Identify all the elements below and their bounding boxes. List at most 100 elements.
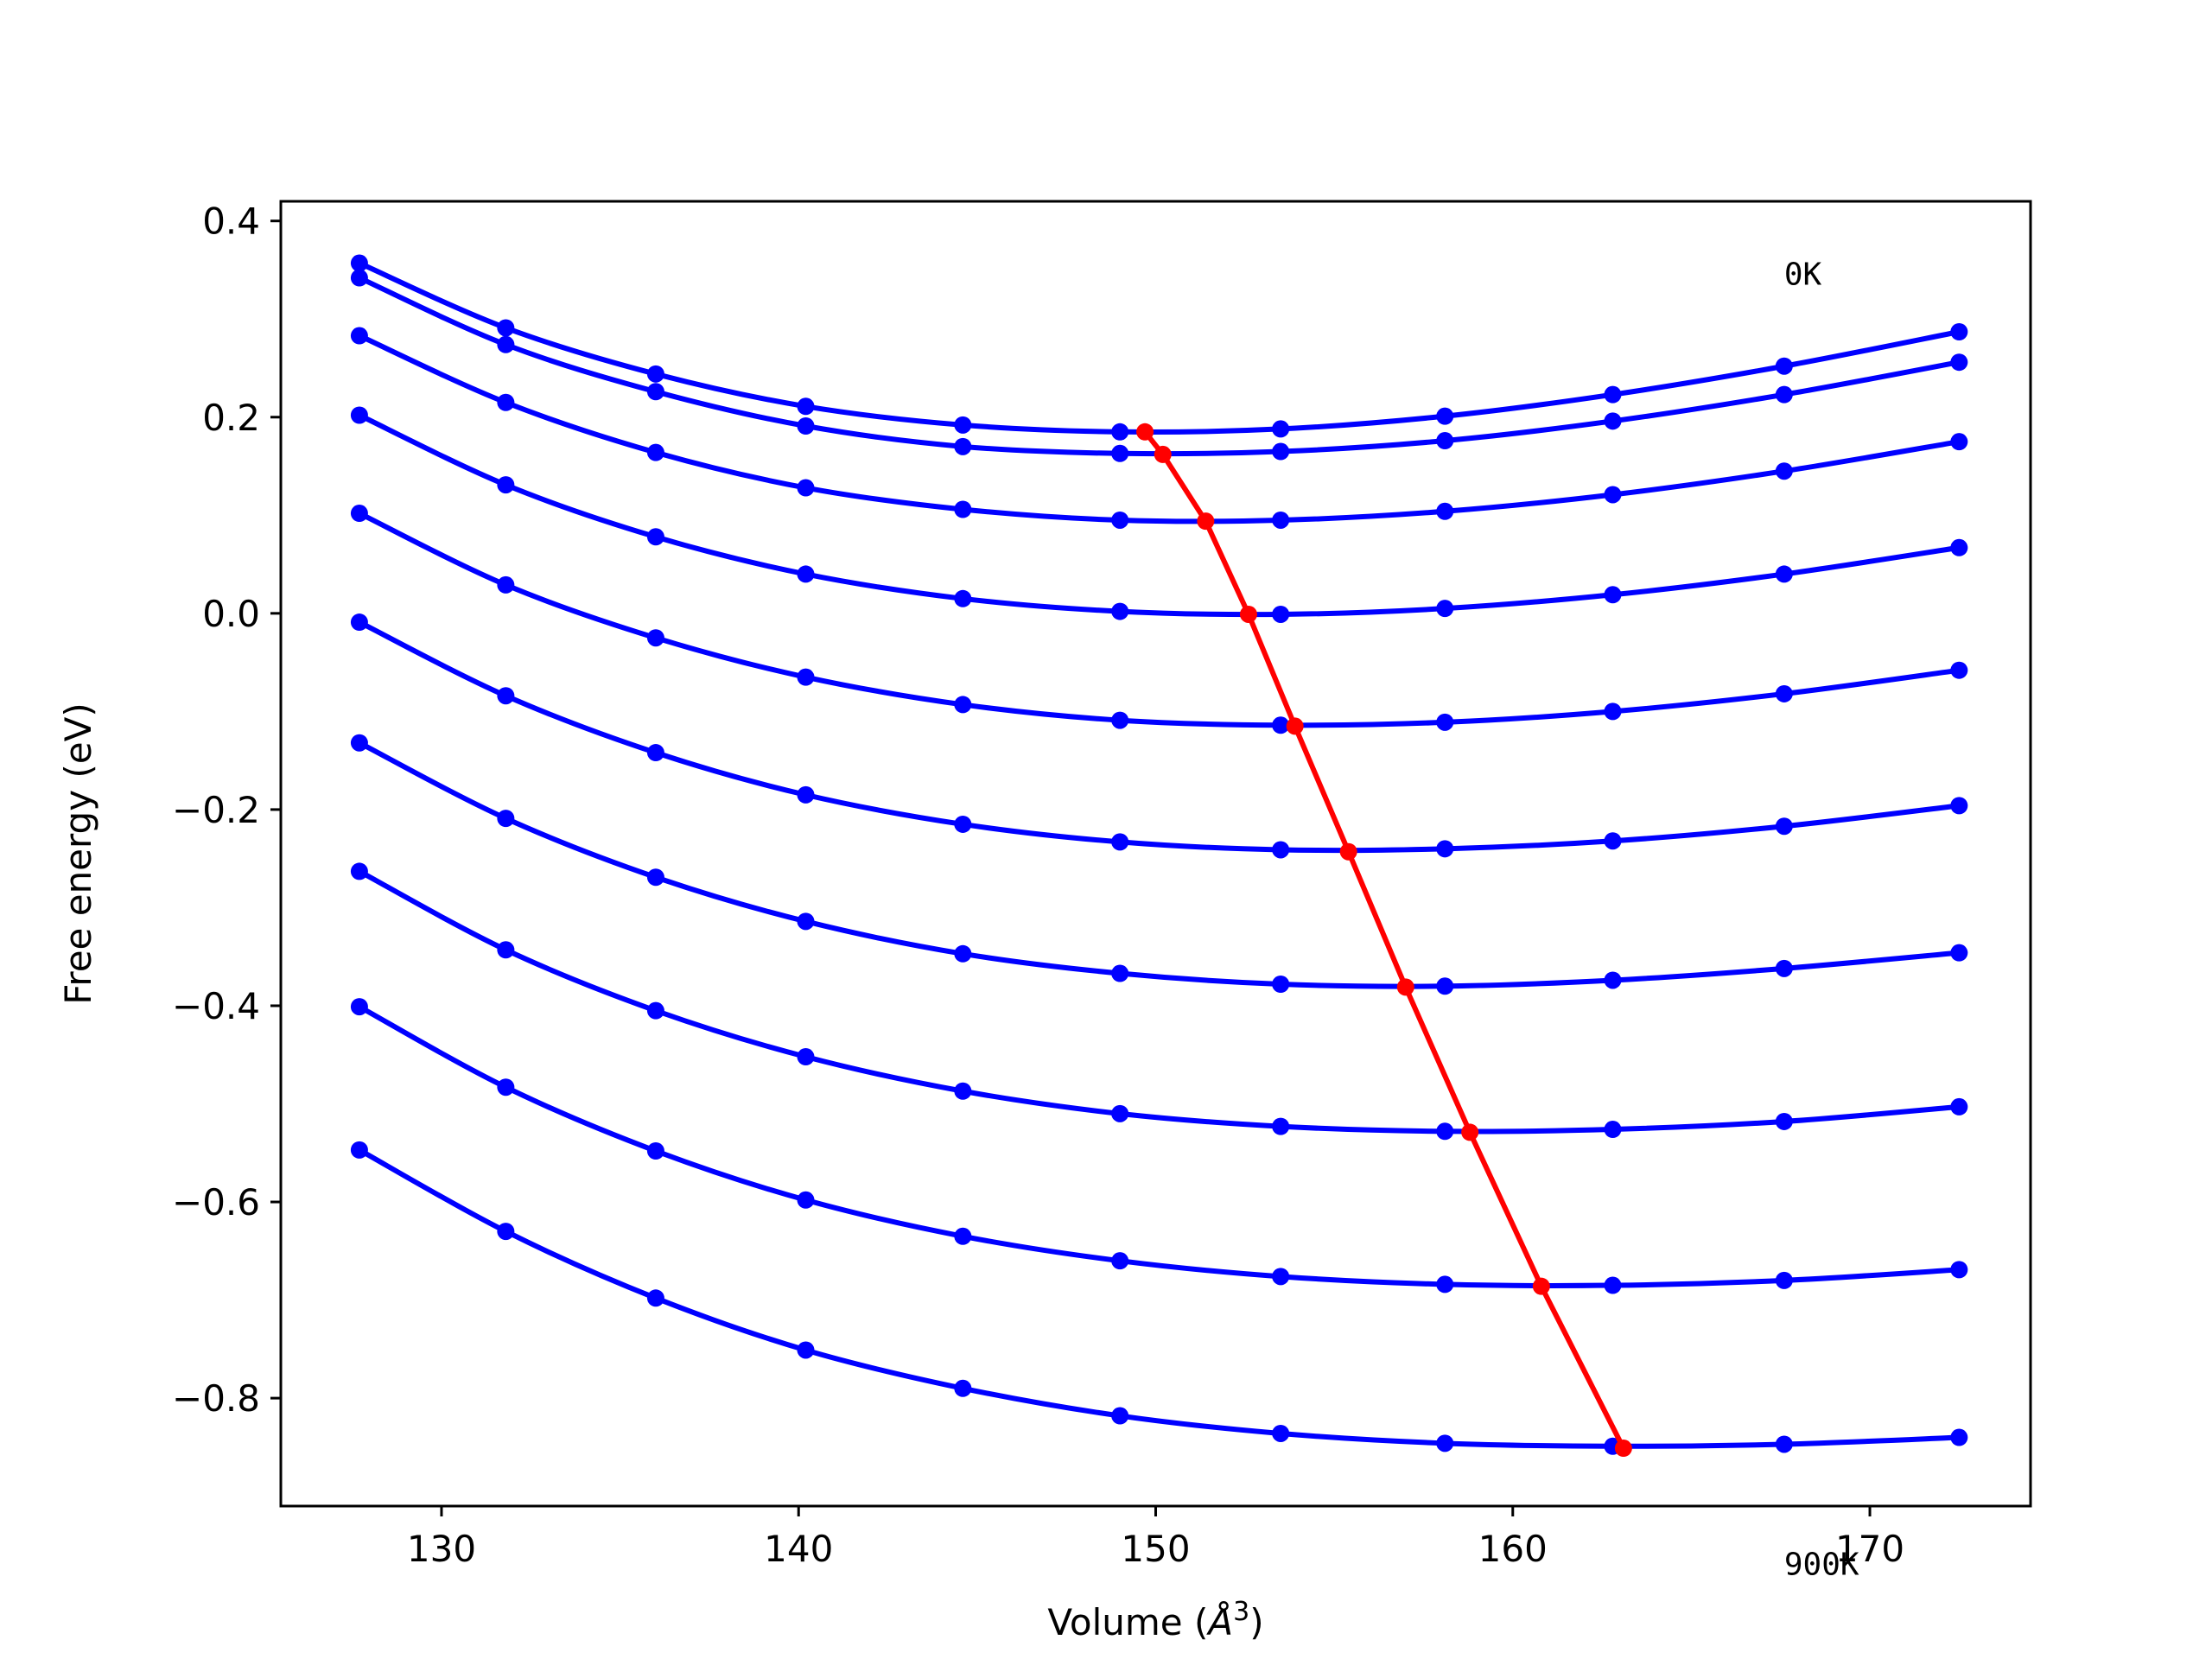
data-point: [1272, 1424, 1290, 1442]
data-point: [1272, 976, 1290, 993]
data-point: [1436, 432, 1454, 450]
y-tick-label: −0.8: [172, 1377, 260, 1420]
data-point: [497, 393, 515, 411]
data-point: [1111, 1407, 1129, 1425]
data-point: [1111, 444, 1129, 462]
data-point: [350, 269, 368, 287]
y-tick-label: 0.4: [202, 200, 260, 243]
series-8: [350, 998, 1968, 1294]
y-tick-label: 0.0: [202, 593, 260, 635]
data-point: [1775, 684, 1793, 702]
data-point: [1604, 385, 1622, 404]
data-point: [1604, 1276, 1622, 1294]
data-point: [497, 1078, 515, 1096]
data-point: [1272, 420, 1290, 438]
data-point: [1272, 442, 1290, 461]
data-point: [1436, 840, 1454, 858]
y-axis-label: Free energy (eV): [57, 702, 99, 1005]
data-point: [1775, 565, 1793, 583]
annotations: 0K 900K: [1784, 257, 1859, 1583]
minimum-point: [1286, 717, 1304, 735]
data-point: [1604, 586, 1622, 604]
series-6: [350, 734, 1968, 995]
data-point: [1111, 511, 1129, 529]
data-point: [797, 416, 815, 435]
data-point: [350, 862, 368, 880]
x-tick-label: 160: [1478, 1528, 1548, 1570]
data-point: [1775, 817, 1793, 836]
x-axis-label-text: Volume (: [1047, 1601, 1208, 1643]
y-tick-label: −0.2: [172, 789, 260, 831]
data-point: [497, 1223, 515, 1241]
y-tick-label: −0.6: [172, 1181, 260, 1224]
data-point: [1111, 711, 1129, 729]
series-3: [350, 406, 1968, 623]
data-point: [797, 397, 815, 416]
data-point: [954, 500, 972, 518]
data-point: [797, 668, 815, 686]
data-point: [954, 416, 972, 434]
y-tick-label: −0.4: [172, 985, 260, 1027]
data-point: [1775, 1435, 1793, 1453]
data-point: [497, 335, 515, 353]
data-point: [350, 505, 368, 523]
data-point: [1436, 600, 1454, 618]
data-point: [1272, 605, 1290, 623]
data-point: [646, 1289, 664, 1307]
data-point: [646, 1142, 664, 1160]
data-point: [646, 365, 664, 383]
data-point: [797, 785, 815, 804]
data-point: [1950, 661, 1968, 679]
data-point: [646, 383, 664, 401]
minimum-point: [1532, 1277, 1550, 1295]
data-point: [1775, 1271, 1793, 1289]
data-point: [1272, 511, 1290, 529]
minimum-line: [1142, 429, 1626, 1450]
data-point: [1436, 1275, 1454, 1294]
x-tick-label: 130: [407, 1528, 476, 1570]
minimum-point: [1197, 512, 1215, 531]
data-point: [1950, 944, 1968, 962]
data-point: [797, 479, 815, 497]
data-point: [646, 443, 664, 461]
data-point: [497, 319, 515, 337]
data-point: [1111, 1252, 1129, 1270]
x-axis-label-close: ): [1249, 1601, 1263, 1643]
data-point: [497, 687, 515, 705]
data-point: [350, 406, 368, 424]
data-point: [797, 565, 815, 583]
minimum-point: [1339, 842, 1357, 861]
data-point: [1111, 602, 1129, 620]
data-point: [1775, 959, 1793, 977]
data-point: [350, 254, 368, 272]
data-point: [1272, 716, 1290, 734]
data-point: [497, 941, 515, 959]
data-point: [646, 528, 664, 546]
data-point: [1436, 1434, 1454, 1452]
data-point: [497, 810, 515, 828]
data-point: [497, 575, 515, 594]
data-point: [954, 1379, 972, 1397]
data-point: [1111, 423, 1129, 441]
data-point: [350, 1141, 368, 1159]
series-1: [350, 269, 1968, 462]
data-point: [1775, 357, 1793, 375]
data-point: [1272, 1117, 1290, 1135]
data-point: [954, 944, 972, 963]
data-point: [1950, 1261, 1968, 1279]
x-tick-label: 170: [1835, 1528, 1904, 1570]
x-tick-label: 150: [1121, 1528, 1190, 1570]
data-point: [1950, 353, 1968, 372]
data-point: [350, 734, 368, 752]
data-point: [954, 815, 972, 833]
x-axis: 130 140 150 160 170: [407, 1506, 1904, 1570]
minimum-point: [1239, 605, 1257, 623]
data-point: [954, 437, 972, 455]
series-4: [350, 505, 1968, 734]
data-point: [797, 1048, 815, 1066]
data-point: [1436, 977, 1454, 995]
data-point: [954, 696, 972, 714]
data-point: [1436, 1122, 1454, 1141]
data-point: [1111, 964, 1129, 982]
series-9: [350, 1141, 1968, 1455]
